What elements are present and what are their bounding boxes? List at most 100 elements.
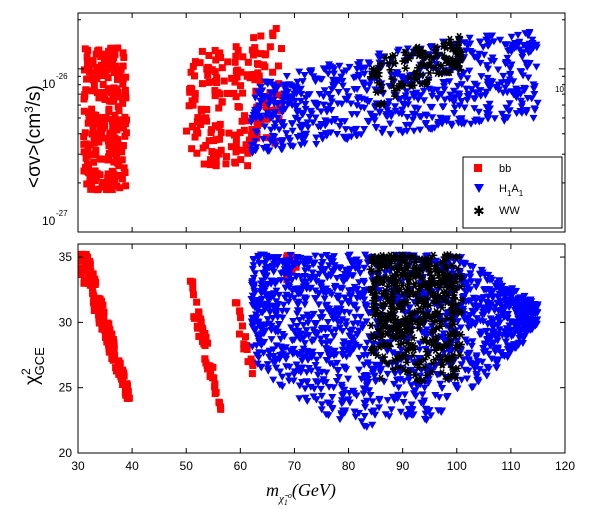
H1A1-point [401, 122, 410, 130]
H1A1-point [361, 346, 370, 354]
bb-point [238, 117, 246, 125]
H1A1-point [273, 277, 282, 285]
bb-point [107, 97, 115, 105]
bb-point [261, 98, 269, 106]
H1A1-point [446, 120, 455, 128]
bb-point [84, 46, 92, 54]
H1A1-point [375, 363, 384, 371]
bb-point [256, 78, 264, 86]
H1A1-point [518, 296, 527, 304]
H1A1-point [505, 76, 514, 84]
WW-point [432, 51, 441, 60]
H1A1-point [478, 269, 487, 277]
H1A1-point [294, 298, 303, 306]
H1A1-point [375, 287, 384, 295]
bb-point [241, 333, 249, 341]
bb-point [211, 122, 219, 130]
bb-point [122, 182, 130, 190]
H1A1-point [470, 80, 479, 88]
bb-point [187, 84, 195, 92]
H1A1-point [477, 117, 486, 125]
WW-point [379, 302, 388, 310]
H1A1-point [460, 119, 469, 127]
H1A1-point [488, 293, 497, 301]
bb-point [115, 107, 123, 115]
H1A1-point [404, 96, 413, 104]
H1A1-point [295, 123, 304, 131]
H1A1-point [469, 302, 478, 310]
WW-point [448, 306, 457, 314]
H1A1-point [298, 278, 307, 286]
H1A1-point [309, 310, 318, 318]
bb-point [105, 142, 113, 150]
H1A1-point [442, 118, 451, 126]
H1A1-point [431, 392, 440, 400]
bb-point [91, 177, 99, 185]
H1A1-point [502, 313, 511, 321]
WW-point [430, 325, 439, 333]
bb-point [97, 132, 105, 140]
H1A1-point [405, 405, 414, 413]
H1A1-point [424, 125, 433, 133]
WW-point [433, 266, 442, 275]
H1A1-point [511, 39, 520, 47]
bb-point [247, 355, 255, 363]
H1A1-point [463, 75, 472, 83]
H1A1-point [345, 349, 354, 357]
WW-point [437, 361, 446, 369]
H1A1-point [531, 309, 540, 317]
xtick-label: 40 [125, 459, 139, 473]
H1A1-point [282, 363, 291, 371]
H1A1-point [484, 271, 493, 279]
H1A1-point [338, 352, 347, 360]
H1A1-point [487, 301, 496, 309]
H1A1-point [477, 73, 486, 81]
H1A1-point [278, 259, 287, 267]
H1A1-point [347, 126, 356, 134]
H1A1-point [282, 307, 291, 315]
H1A1-point [382, 112, 391, 120]
H1A1-point [503, 288, 512, 296]
H1A1-point [490, 307, 499, 315]
H1A1-point [294, 367, 303, 375]
H1A1-point [295, 350, 304, 358]
H1A1-point [349, 320, 358, 328]
bb-point [88, 105, 96, 113]
H1A1-point [428, 92, 437, 100]
H1A1-point [326, 129, 335, 137]
H1A1-point [351, 265, 360, 273]
bb-point [81, 129, 89, 137]
WW-point [366, 72, 375, 81]
H1A1-point [302, 327, 311, 335]
H1A1-point [350, 283, 359, 291]
bb-point [83, 53, 91, 61]
H1A1-point [278, 345, 287, 353]
WW-point [379, 322, 388, 330]
H1A1-point [512, 110, 521, 118]
H1A1-point [402, 413, 411, 421]
H1A1-point [392, 376, 401, 384]
WW-point [405, 368, 414, 376]
WW-point [395, 82, 404, 91]
H1A1-point [479, 43, 488, 51]
bb-point [237, 314, 245, 322]
H1A1-point [253, 88, 262, 96]
bb-point [205, 137, 213, 145]
H1A1-point [269, 292, 278, 300]
H1A1-point [269, 376, 278, 384]
bb-point [234, 66, 242, 74]
H1A1-point [356, 313, 365, 321]
H1A1-point [340, 386, 349, 394]
H1A1-point [249, 262, 258, 270]
WW-point [376, 258, 385, 267]
H1A1-point [421, 111, 430, 119]
bb-point [198, 338, 206, 346]
bb-point [254, 69, 262, 77]
H1A1-point [428, 114, 437, 122]
bb-point [204, 339, 212, 347]
WW-point [376, 80, 385, 89]
H1A1-point [473, 315, 482, 323]
H1A1-point [465, 67, 474, 75]
bb-point [183, 127, 191, 135]
bb-point [230, 131, 238, 139]
